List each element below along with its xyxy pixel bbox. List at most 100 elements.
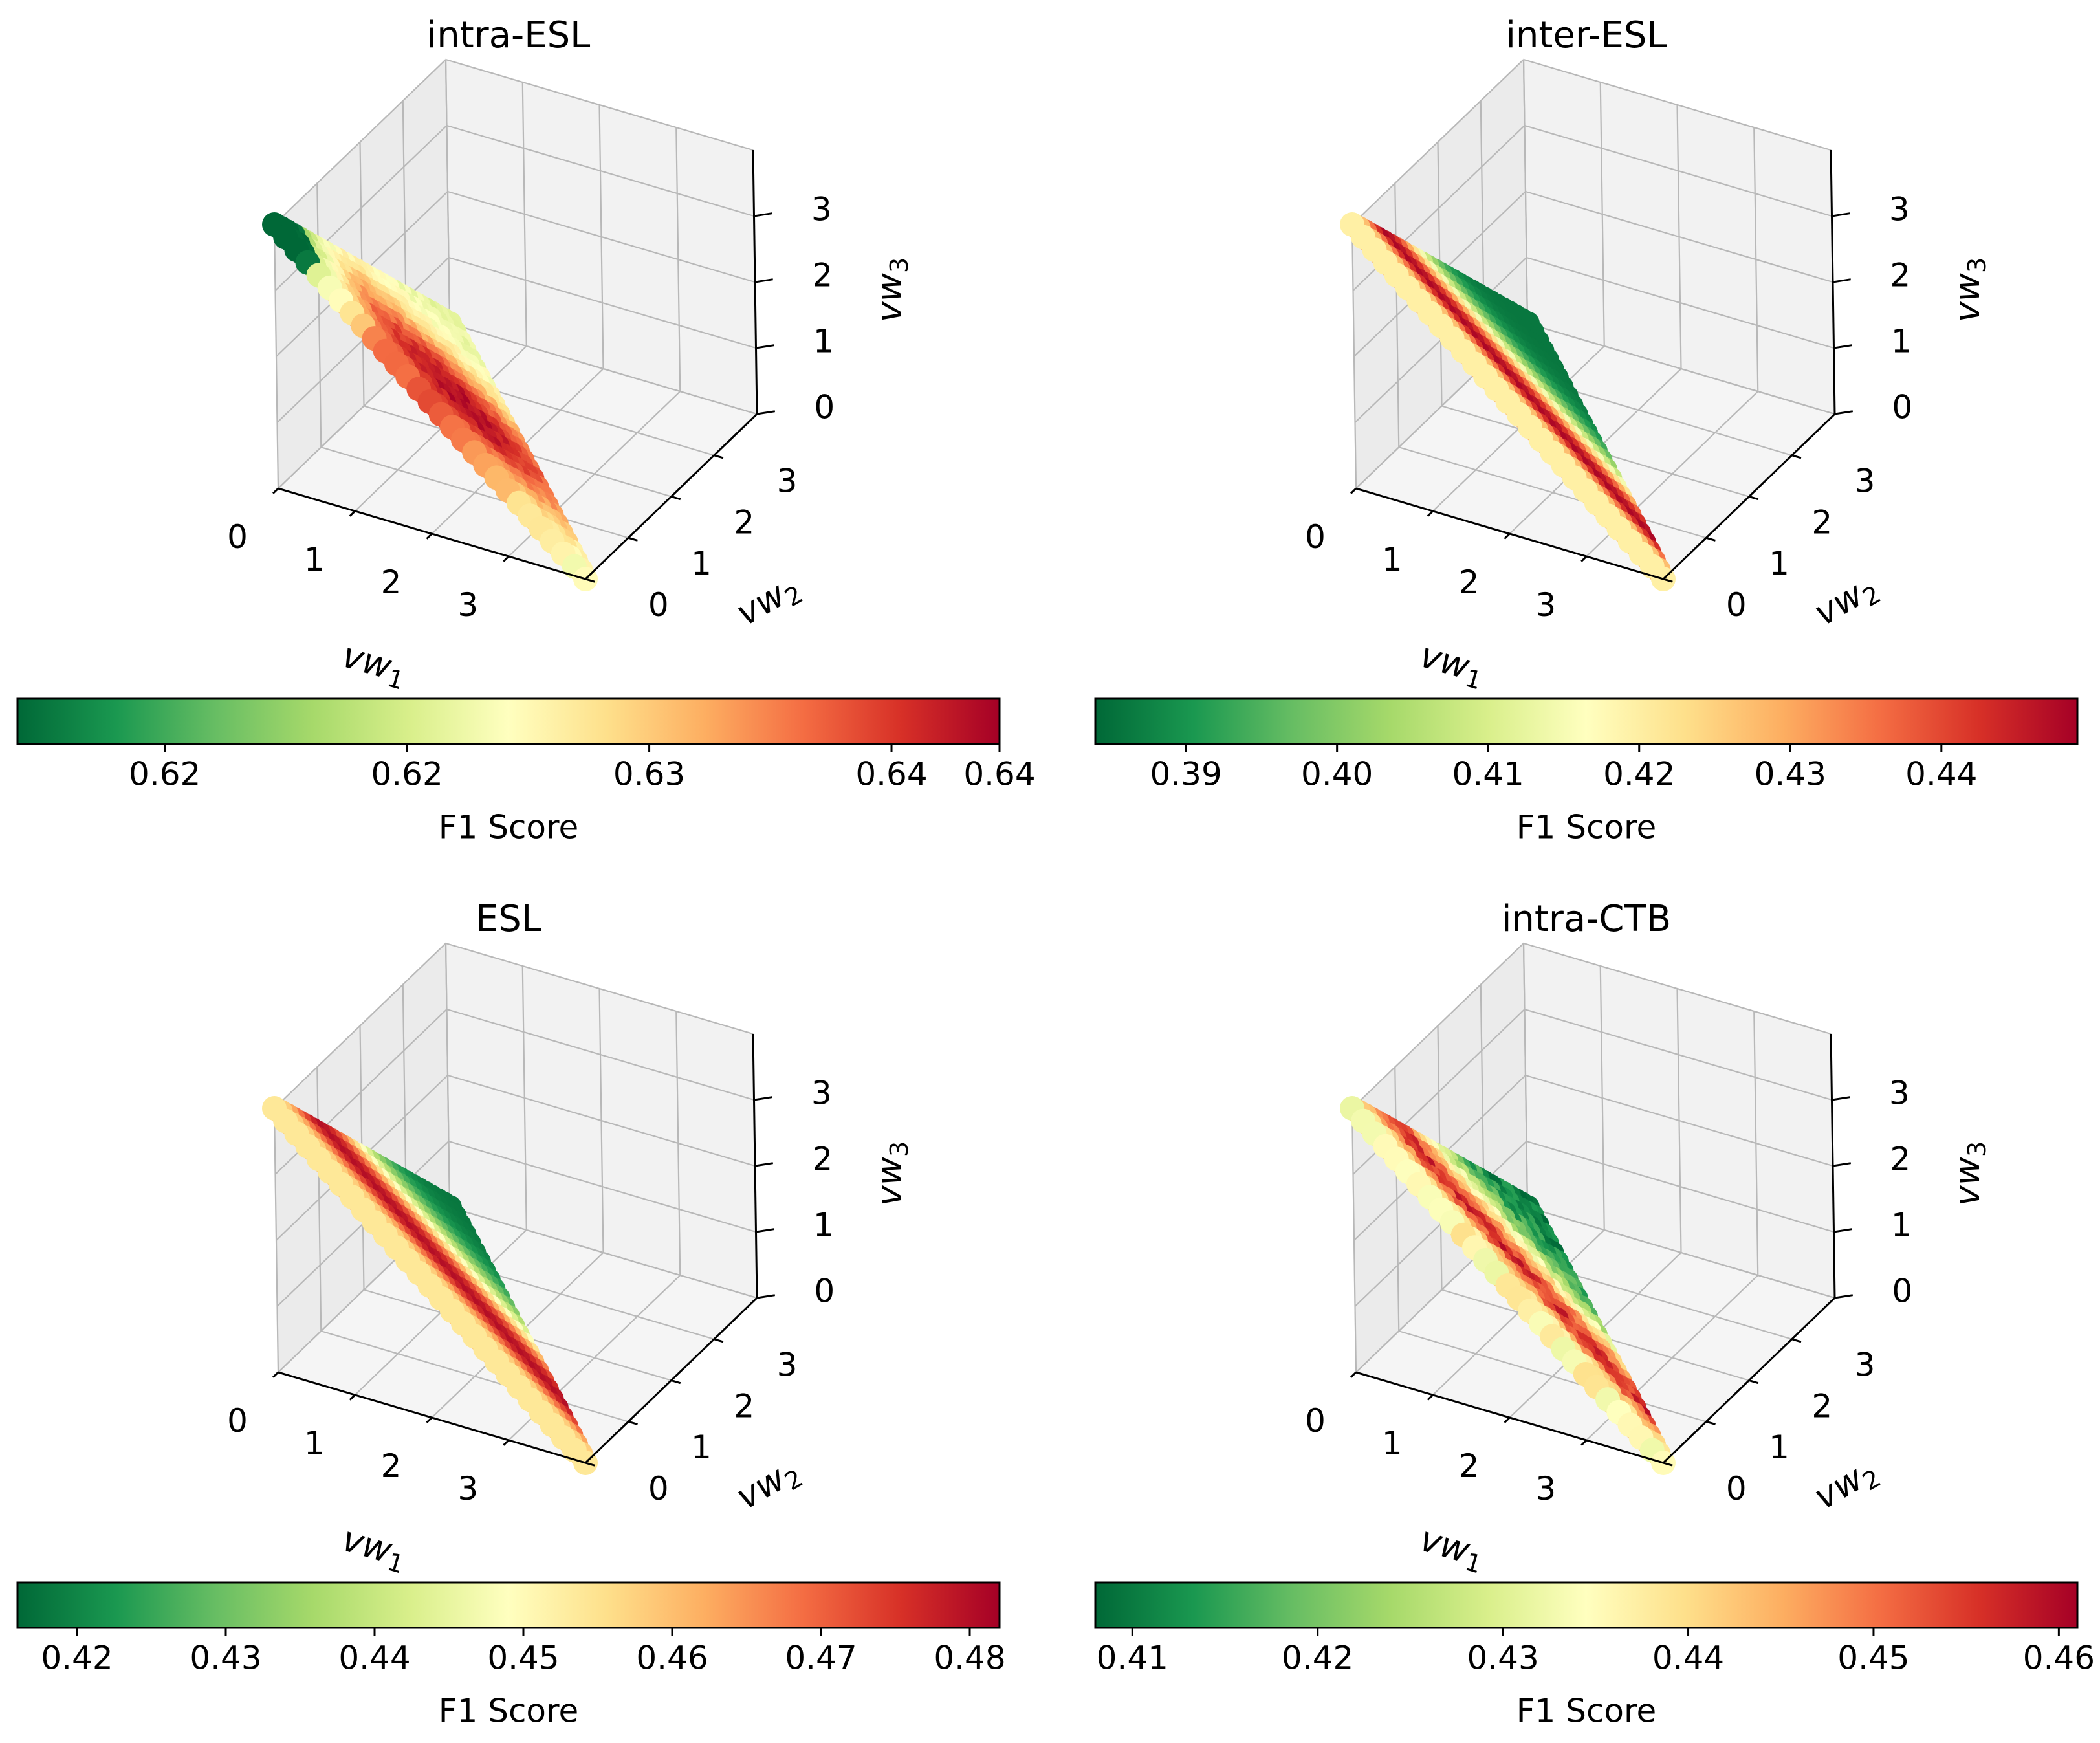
z-tick (1832, 1162, 1851, 1167)
y-tick (1663, 578, 1673, 583)
gridline (444, 59, 451, 324)
y-tick (1791, 1338, 1802, 1343)
y-axis-title-text: vw (729, 1457, 793, 1517)
y-axis-title: vw2 (1807, 565, 1885, 637)
z-axis-title-subscript: 3 (885, 1141, 913, 1157)
subplot-title: intra-ESL (427, 14, 591, 56)
x-tick-label: 1 (304, 1425, 325, 1462)
x-tick-label: 3 (1535, 1470, 1556, 1507)
y-tick-label: 3 (777, 1346, 798, 1384)
x-tick (1504, 532, 1511, 540)
colorbar-tick-label: 0.64 (963, 756, 1035, 793)
y-tick (1749, 496, 1759, 501)
colorbar (16, 697, 1001, 745)
gridline (449, 322, 758, 415)
y-tick-label: 2 (1811, 503, 1832, 541)
gridline (675, 1011, 681, 1276)
y-tick-label: 3 (1855, 463, 1876, 500)
z-axis-title-text: vw (869, 272, 910, 322)
colorbar-tick-label: 0.48 (934, 1639, 1005, 1677)
y-tick (585, 578, 595, 583)
x-tick (272, 487, 279, 494)
gridline (1351, 59, 1524, 225)
scatter-points (262, 1096, 598, 1475)
y-tick-label: 1 (1769, 545, 1789, 582)
z-tick-label: 2 (812, 1140, 833, 1178)
z-axis-title: vw3 (1947, 1141, 1991, 1206)
scatter-points (1340, 1096, 1676, 1475)
colorbar-tick-label: 0.63 (613, 756, 685, 793)
gridline (1523, 58, 1832, 151)
x-tick-label: 1 (304, 541, 325, 578)
colorbar-tick-label: 0.47 (785, 1639, 857, 1677)
gridline (447, 1074, 756, 1167)
colorbar-label: F1 Score (439, 809, 579, 846)
z-tick (754, 1096, 772, 1101)
colorbar-tick-label: 0.45 (1837, 1639, 1909, 1677)
z-tick (754, 212, 772, 217)
x-tick-label: 0 (1305, 1402, 1326, 1440)
colorbar-label: F1 Score (1516, 1693, 1657, 1730)
z-tick (1834, 1294, 1853, 1299)
x-tick (349, 510, 356, 517)
x-tick (1580, 555, 1588, 562)
z-tick (1832, 1096, 1850, 1101)
z-tick-label: 2 (1890, 256, 1910, 294)
colorbar-tick-label: 0.46 (636, 1639, 708, 1677)
colorbar-tick-label: 0.41 (1452, 756, 1524, 793)
z-axis-title-text: vw (1947, 1156, 1987, 1206)
x-tick-label: 3 (1535, 586, 1556, 624)
x-tick-label: 0 (227, 518, 248, 556)
scatter-points (262, 212, 598, 591)
z-tick-label: 1 (1891, 322, 1912, 360)
y-tick (1663, 1462, 1673, 1467)
z-axis-title: vw3 (1947, 258, 1991, 322)
colorbar-tick-label: 0.45 (487, 1639, 559, 1677)
colorbar (1094, 697, 2079, 745)
x-tick (272, 1371, 279, 1378)
y-tick-label: 1 (1769, 1429, 1789, 1466)
y-tick-label: 2 (734, 503, 754, 541)
gridline (1522, 943, 1529, 1208)
x-tick-label: 2 (381, 564, 402, 601)
colorbar-tick-label: 0.44 (338, 1639, 410, 1677)
y-tick (671, 496, 681, 501)
y-tick (714, 454, 724, 459)
x-tick (503, 555, 510, 562)
z-tick (756, 1228, 774, 1233)
gridline (675, 127, 681, 392)
x-axis-title: vw1 (1415, 1518, 1489, 1579)
z-tick-label: 2 (1890, 1140, 1910, 1178)
z-tick-label: 1 (1891, 1206, 1912, 1244)
colorbar-tick-label: 0.42 (1603, 756, 1675, 793)
x-tick-label: 1 (1382, 541, 1403, 578)
y-tick-label: 0 (1726, 586, 1747, 624)
subplot-title: inter-ESL (1505, 14, 1667, 56)
z-axis-title-subscript: 3 (885, 258, 913, 273)
x-axis-title: vw1 (337, 1518, 411, 1579)
z-tick-label: 0 (814, 1272, 835, 1310)
z-tick (756, 410, 775, 415)
colorbar-label: F1 Score (1516, 809, 1657, 846)
colorbar (16, 1581, 1001, 1629)
z-tick-label: 3 (1889, 190, 1910, 228)
z-tick (1833, 1228, 1852, 1233)
z-tick (754, 1162, 773, 1167)
x-tick-label: 3 (457, 1470, 478, 1507)
x-tick-label: 2 (1459, 1447, 1480, 1485)
colorbar-tick-label: 0.43 (1467, 1639, 1538, 1677)
y-tick-label: 2 (1811, 1387, 1832, 1425)
y-tick-label: 1 (691, 1429, 712, 1466)
z-tick (1832, 212, 1850, 217)
z-tick (1833, 344, 1852, 349)
y-tick (1791, 454, 1802, 459)
x-tick-label: 0 (1305, 518, 1326, 556)
colorbar-tick-label: 0.41 (1097, 1639, 1168, 1677)
colorbar-label: F1 Score (439, 1693, 579, 1730)
y-axis-title: vw2 (729, 1449, 807, 1520)
y-tick (1749, 1379, 1759, 1385)
colorbar-tick-label: 0.43 (1755, 756, 1826, 793)
colorbar-tick-label: 0.42 (1282, 1639, 1353, 1677)
